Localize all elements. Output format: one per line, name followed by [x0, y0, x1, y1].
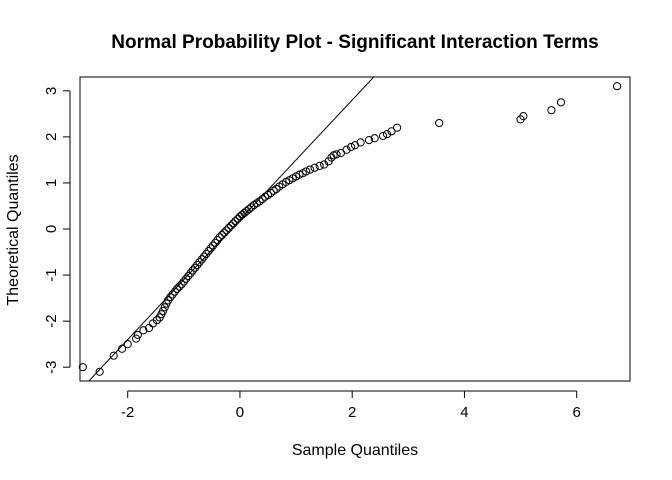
- data-point: [332, 150, 341, 159]
- data-point: [199, 252, 209, 261]
- data-points: [78, 82, 622, 376]
- data-point: [168, 290, 177, 299]
- data-point: [519, 112, 528, 121]
- data-point: [206, 244, 215, 253]
- data-point: [117, 344, 127, 353]
- y-tick-label: -1: [43, 268, 60, 281]
- data-point: [612, 82, 622, 91]
- data-point: [556, 98, 566, 107]
- reference-line: [88, 77, 375, 381]
- data-point: [160, 303, 169, 312]
- data-point: [226, 221, 236, 230]
- x-tick-label: 6: [573, 404, 581, 421]
- data-point: [109, 351, 118, 360]
- x-axis-label: Sample Quantiles: [292, 442, 418, 459]
- reference-line-group: [88, 77, 375, 381]
- data-point: [231, 217, 240, 226]
- data-point: [306, 165, 315, 174]
- y-tick-label: 0: [43, 225, 60, 233]
- x-tick-label: 2: [348, 404, 356, 421]
- y-tick-label: -3: [43, 361, 60, 374]
- data-point: [378, 131, 388, 141]
- data-point: [266, 188, 275, 198]
- data-point: [258, 194, 267, 204]
- data-point: [255, 197, 264, 206]
- data-point: [202, 249, 211, 258]
- y-axis-label: Theoretical Quantiles: [5, 154, 22, 305]
- data-point: [211, 238, 220, 247]
- plot-frame: [79, 76, 631, 382]
- x-tick-label: 4: [460, 404, 468, 421]
- data-point: [342, 145, 351, 154]
- y-tick-label: 1: [43, 179, 60, 187]
- y-tick-label: 2: [43, 133, 60, 141]
- data-point: [215, 233, 224, 242]
- chart-title: Normal Probability Plot - Significant In…: [111, 32, 598, 53]
- data-point: [392, 123, 402, 132]
- data-point: [184, 271, 193, 281]
- data-point: [179, 277, 188, 286]
- data-point: [229, 219, 238, 228]
- data-point: [244, 205, 254, 214]
- data-point: [382, 130, 392, 139]
- data-point: [222, 226, 231, 235]
- data-point: [133, 330, 142, 340]
- data-point: [224, 223, 233, 233]
- data-point: [95, 367, 104, 376]
- data-point: [204, 247, 213, 256]
- data-point: [123, 340, 132, 349]
- data-point: [190, 263, 200, 272]
- data-point: [181, 274, 191, 283]
- data-point: [217, 230, 227, 240]
- data-point: [370, 134, 379, 143]
- x-tick-label: 0: [236, 404, 244, 421]
- data-point: [175, 282, 184, 291]
- data-point: [356, 138, 365, 147]
- data-point: [272, 184, 281, 194]
- data-point: [310, 163, 319, 172]
- data-point: [170, 287, 179, 296]
- axes: -2 0 2 4 6 -3 -2 -1 0 1 2 3: [43, 87, 581, 421]
- y-tick-label: -2: [43, 314, 60, 327]
- data-point: [188, 266, 197, 275]
- data-point: [387, 127, 396, 136]
- data-point: [177, 280, 186, 289]
- data-point: [166, 293, 175, 302]
- data-point: [197, 255, 206, 264]
- data-point: [242, 206, 251, 216]
- data-point: [158, 306, 168, 316]
- data-point: [435, 118, 444, 128]
- data-point: [547, 106, 556, 115]
- data-point: [302, 167, 311, 176]
- data-point: [247, 203, 256, 212]
- data-point: [152, 316, 161, 325]
- data-point: [208, 241, 218, 250]
- data-point: [233, 214, 242, 223]
- data-point: [346, 142, 356, 152]
- data-point: [195, 258, 204, 267]
- data-point: [220, 228, 229, 237]
- data-point: [172, 284, 182, 293]
- x-tick-label: -2: [121, 404, 134, 421]
- data-point: [213, 235, 222, 245]
- data-point: [78, 363, 87, 372]
- data-point: [193, 260, 202, 270]
- data-point: [364, 136, 374, 145]
- data-point: [315, 161, 324, 170]
- data-point: [139, 326, 148, 335]
- y-tick-label: 3: [43, 87, 60, 95]
- data-point: [132, 334, 141, 343]
- data-point: [186, 269, 195, 278]
